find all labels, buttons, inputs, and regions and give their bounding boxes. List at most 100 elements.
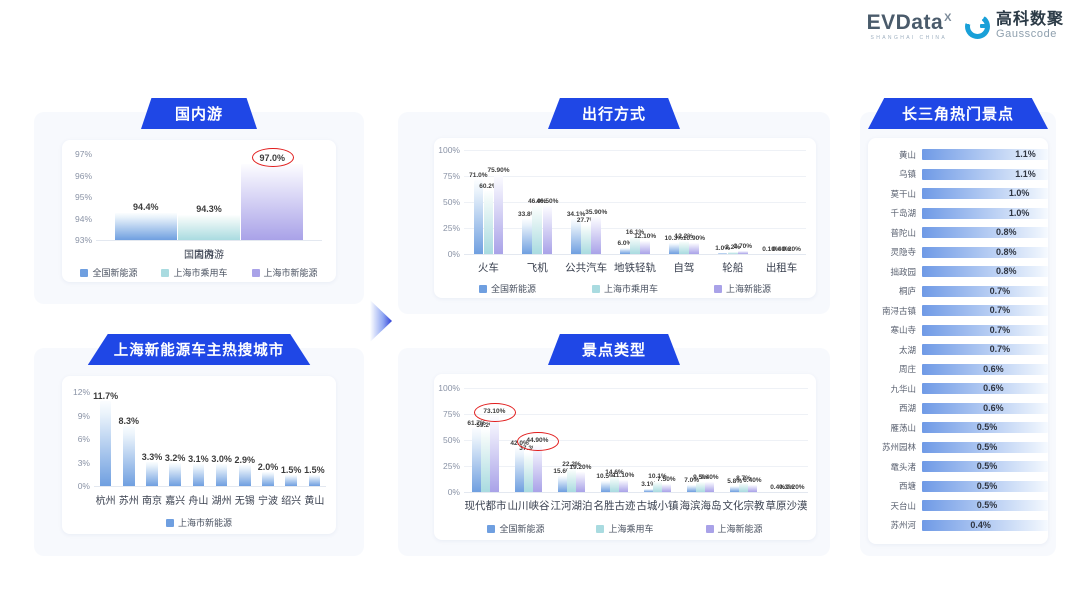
x-axis-title: 国内游 — [184, 250, 214, 261]
list-item-bar — [922, 324, 1048, 336]
list-item[interactable]: 寒山寺 0.7% — [868, 321, 1048, 341]
y-axis-tick: 100% — [438, 383, 460, 393]
bar-value-label: 6.40% — [743, 477, 762, 485]
list-item-value: 0.7% — [989, 324, 1011, 335]
bar — [169, 462, 181, 486]
bar-value-label: 73.10% — [483, 407, 506, 415]
bar-value-label: 15.6% — [553, 467, 572, 475]
legend-swatch — [161, 268, 170, 277]
hot-cities-chart: 0% 3% 6% 9% 12% 11.7% 杭州 8.3% 苏州 3.3% 南京 3.2% 嘉兴 3.1%… — [62, 376, 336, 534]
legend-item[interactable]: 上海市新能源 — [251, 266, 318, 279]
list-item[interactable]: 苏州园林 0.5% — [868, 438, 1048, 458]
list-item-bar-track: 0.8% — [922, 266, 1048, 278]
bar-value-label: 60.2% — [479, 183, 498, 191]
list-item-bar-track: 0.7% — [922, 344, 1048, 356]
bar — [308, 475, 321, 486]
list-item[interactable]: 黄山 1.1% — [868, 145, 1048, 165]
evdata-name: EVData — [866, 11, 944, 34]
panel-domestic-travel: 国内游 93% 94% 95% 96% 97% 94.4% 94.3% 97.0% 国内游 全国新… — [34, 98, 364, 304]
legend-item[interactable]: 全国新能源 — [487, 522, 544, 535]
bar-value-label: 5.8% — [727, 477, 743, 485]
list-item-value: 1.0% — [1008, 207, 1030, 218]
legend-item[interactable]: 上海市乘用车 — [591, 282, 658, 295]
bar — [192, 463, 205, 486]
list-item[interactable]: 西湖 0.6% — [868, 399, 1048, 419]
legend-item[interactable]: 上海市新能源 — [165, 516, 232, 529]
bar-value-label: 44.90% — [526, 437, 549, 445]
legend-item[interactable]: 全国新能源 — [80, 266, 137, 279]
legend-label: 全国新能源 — [490, 284, 536, 294]
legend-item[interactable]: 上海乘用车 — [596, 522, 654, 535]
legend-item[interactable]: 上海市乘用车 — [161, 266, 228, 279]
y-axis-tick: 0% — [447, 249, 460, 259]
evdata-subtitle: SHANGHAI CHINA — [870, 35, 948, 41]
bar — [533, 445, 542, 492]
bar — [705, 482, 714, 492]
legend-item[interactable]: 全国新能源 — [478, 282, 536, 295]
bar — [689, 242, 699, 254]
list-item-value: 0.5% — [976, 461, 998, 472]
bar-value-label: 7.0% — [684, 476, 700, 484]
bar-value-label: 0.20% — [786, 483, 805, 491]
legend-swatch — [478, 284, 487, 293]
bar-value-label: 10.3% — [664, 235, 683, 243]
y-axis-tick: 97% — [74, 149, 92, 159]
bar — [591, 216, 602, 254]
list-item-bar — [922, 246, 1048, 258]
list-item[interactable]: 九华山 0.6% — [868, 379, 1048, 399]
list-item[interactable]: 乌镇 1.1% — [868, 165, 1048, 185]
legend-swatch — [714, 284, 722, 293]
bar — [472, 427, 481, 492]
y-axis-tick: 12% — [72, 387, 90, 397]
list-item[interactable]: 太湖 0.7% — [868, 340, 1048, 360]
list-item-bar — [922, 480, 1048, 492]
legend-item[interactable]: 上海新能源 — [705, 522, 763, 535]
list-item-bar-track: 1.1% — [922, 168, 1048, 180]
list-item[interactable]: 周庄 0.6% — [868, 360, 1048, 380]
list-item[interactable]: 千岛湖 1.0% — [868, 204, 1048, 224]
bar-value-label: 37.3% — [519, 445, 538, 453]
list-item[interactable]: 桐庐 0.7% — [868, 282, 1048, 302]
list-item-label: 西塘 — [898, 481, 916, 492]
bar-value-label: 10.90% — [682, 234, 705, 242]
x-axis-category-label: 地铁轻轨 — [613, 262, 656, 274]
bar — [782, 491, 791, 492]
bar-value-label: 1.5% — [304, 465, 325, 476]
list-item-bar-track: 1.0% — [922, 188, 1048, 200]
list-item-label: 乌镇 — [898, 169, 916, 180]
list-item[interactable]: 天台山 0.5% — [868, 496, 1048, 516]
legend-item[interactable]: 上海新能源 — [714, 282, 771, 295]
list-item[interactable]: 拙政园 0.8% — [868, 262, 1048, 282]
gridline — [464, 202, 806, 203]
x-axis-line — [464, 492, 808, 493]
x-axis-category-label: 舟山 — [188, 496, 209, 507]
list-item[interactable]: 南浔古镇 0.7% — [868, 301, 1048, 321]
list-item-bar-track: 0.7% — [922, 305, 1048, 317]
list-item[interactable]: 普陀山 0.8% — [868, 223, 1048, 243]
bar-value-label: 94.4% — [132, 202, 159, 213]
list-item-bar-track: 0.5% — [922, 422, 1048, 434]
y-axis-tick: 75% — [442, 171, 460, 181]
list-item[interactable]: 莫干山 1.0% — [868, 184, 1048, 204]
gausscode-name-cn: 高科数聚 — [995, 11, 1064, 29]
legend-label: 上海新能源 — [726, 284, 772, 294]
bar-value-label: 8.7% — [736, 474, 751, 482]
x-axis-category-label: 出租车 — [765, 262, 798, 274]
gridline — [464, 228, 806, 229]
gridline — [464, 414, 808, 415]
list-item-bar-track: 0.6% — [922, 363, 1048, 375]
bar — [738, 251, 748, 254]
list-item[interactable]: 苏州河 0.4% — [868, 516, 1048, 536]
list-item[interactable]: 灵隐寺 0.8% — [868, 243, 1048, 263]
x-axis-category-label: 苏州 — [118, 496, 139, 507]
list-item[interactable]: 鼋头渚 0.5% — [868, 457, 1048, 477]
bar-value-label: 10.5% — [596, 473, 615, 481]
bar — [99, 401, 112, 486]
list-item[interactable]: 西塘 0.5% — [868, 477, 1048, 497]
legend-swatch — [596, 524, 605, 533]
bar-value-label: 0.10% — [762, 245, 781, 253]
y-axis-tick: 96% — [74, 170, 92, 181]
y-axis-tick: 9% — [77, 410, 90, 421]
list-item-value: 0.8% — [995, 227, 1017, 238]
list-item[interactable]: 雁荡山 0.5% — [868, 418, 1048, 438]
